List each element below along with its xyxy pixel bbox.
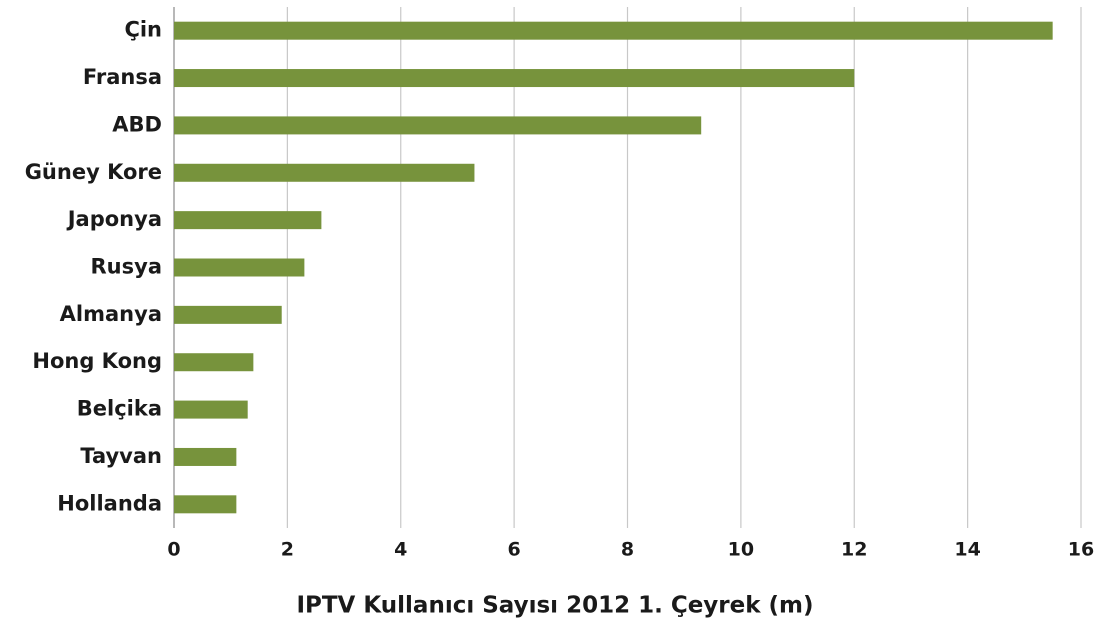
bar	[174, 21, 1053, 40]
bar	[174, 305, 282, 324]
x-tick-label: 2	[281, 539, 294, 561]
y-tick-label: Belçika	[77, 397, 162, 421]
y-tick-label: Tayvan	[80, 444, 162, 468]
y-tick-label: Rusya	[91, 255, 162, 279]
x-axis-title: IPTV Kullanıcı Sayısı 2012 1. Çeyrek (m)	[296, 593, 813, 619]
bar	[174, 400, 248, 419]
x-tick-label: 4	[394, 539, 407, 561]
x-tick-label: 0	[167, 539, 180, 561]
bar	[174, 116, 702, 135]
y-tick-label: Güney Kore	[25, 160, 162, 184]
bar	[174, 163, 475, 182]
bar	[174, 353, 254, 372]
y-tick-label: Çin	[124, 18, 162, 42]
y-tick-label: Hong Kong	[32, 349, 162, 373]
y-tick-label: Japonya	[66, 207, 162, 231]
y-tick-label: ABD	[112, 112, 162, 136]
y-tick-label: Hollanda	[57, 491, 162, 515]
x-tick-label: 6	[508, 539, 521, 561]
x-tick-label: 12	[841, 539, 867, 561]
y-tick-label: Fransa	[83, 65, 162, 89]
bar	[174, 495, 237, 514]
x-tick-label: 8	[621, 539, 634, 561]
bar	[174, 69, 855, 88]
bar	[174, 258, 305, 277]
bar	[174, 211, 322, 230]
x-tick-label: 10	[728, 539, 754, 561]
x-tick-label: 16	[1068, 539, 1094, 561]
y-tick-label: Almanya	[60, 302, 162, 326]
x-tick-label: 14	[954, 539, 980, 561]
bar	[174, 447, 237, 466]
